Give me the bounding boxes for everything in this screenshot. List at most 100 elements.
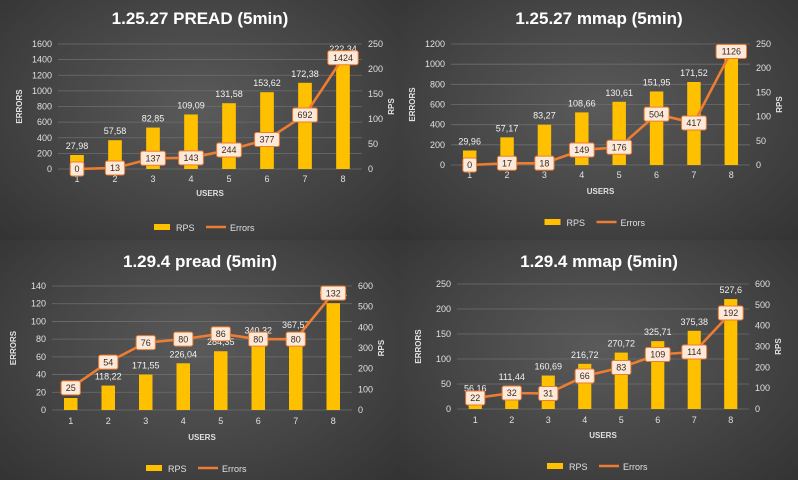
errors-point [104,160,126,176]
bar-data-label: 375,38 [680,317,708,327]
bar-data-label: 340,32 [244,326,272,336]
bar [101,385,115,410]
errors-point [248,331,269,347]
errors-point [611,360,632,375]
x-tick-label: 2 [509,415,514,425]
y2-axis-title: RPS [775,96,784,113]
y-tick-label: 200 [436,304,451,314]
x-tick-label: 8 [340,174,345,184]
bar [139,374,153,410]
x-axis-title: USERS [188,433,216,442]
y2-tick-label: 400 [755,321,770,331]
errors-data-label: 32 [507,388,517,398]
errors-data-label: 692 [297,110,312,120]
errors-data-label: 0 [74,164,79,174]
x-tick-label: 1 [473,415,478,425]
x-tick-label: 4 [582,415,587,425]
bar [724,58,739,165]
errors-point [327,50,359,66]
x-axis-title: USERS [587,187,615,196]
x-tick-label: 1 [68,416,73,426]
chart-title: 1.25.27 PREAD (5min) [112,9,289,28]
y-tick-label: 80 [36,334,46,344]
errors-point [496,155,518,171]
errors-data-label: 132 [326,288,341,298]
x-tick-label: 7 [691,170,696,180]
errors-data-label: 80 [178,334,188,344]
y2-axis-title: RPS [377,339,386,356]
y2-tick-label: 50 [756,136,766,146]
errors-data-label: 86 [216,329,226,339]
x-tick-label: 2 [505,170,510,180]
y2-tick-label: 100 [358,384,373,394]
legend-rps-swatch [544,219,561,225]
y-tick-label: 250 [436,279,451,289]
errors-point [715,43,748,59]
bar-data-label: 270,72 [607,339,635,349]
x-tick-label: 6 [264,174,269,184]
errors-point [69,161,85,177]
errors-data-label: 244 [221,145,236,155]
y-tick-label: 800 [430,79,445,89]
errors-data-label: 109 [650,350,665,360]
bar-data-label: 172,38 [291,69,319,79]
y2-tick-label: 100 [755,383,770,393]
bar [64,398,78,410]
y-tick-label: 1000 [425,59,445,69]
errors-point [681,115,707,131]
y-tick-label: 1400 [32,55,52,65]
errors-point [465,390,486,406]
x-tick-label: 5 [617,170,622,180]
y-tick-label: 800 [37,102,52,112]
y-tick-label: 40 [36,370,46,380]
x-tick-label: 8 [729,170,734,180]
bar-data-label: 130,61 [605,88,633,98]
y2-tick-label: 200 [358,364,373,374]
bar [649,91,664,165]
chart-2-svg: 1.25.27 mmap (5min) 02004006008001000120… [408,9,784,228]
legend-rps-label: RPS [176,223,195,233]
errors-point [210,326,231,342]
errors-point [681,344,708,360]
errors-data-label: 0 [467,160,472,170]
x-tick-label: 8 [331,416,336,426]
y-tick-label: 0 [47,164,52,174]
legend-errors-label: Errors [623,462,648,472]
y-tick-label: 400 [430,120,445,130]
errors-point [292,107,318,123]
errors-data-label: 76 [141,338,151,348]
errors-data-label: 80 [253,334,263,344]
errors-point [606,139,633,155]
legend-rps-label: RPS [567,218,586,228]
legend-rps-label: RPS [569,462,588,472]
y2-tick-label: 50 [368,139,378,149]
bar-data-label: 367,57 [282,320,310,330]
bar [298,82,312,169]
y-tick-label: 50 [441,379,451,389]
y-axis-title: ERRORS [408,87,417,122]
x-tick-label: 3 [143,416,148,426]
x-tick-label: 2 [106,416,111,426]
bar-data-label: 56,16 [464,383,487,393]
legend-rps-swatch [547,463,563,469]
y2-tick-label: 600 [755,279,770,289]
bar-data-label: 57,58 [104,126,127,136]
errors-data-label: 176 [612,142,627,152]
bar [251,339,265,410]
bar-data-label: 160,69 [534,362,562,372]
legend-rps-swatch [154,224,170,230]
errors-point [178,150,204,166]
y-tick-label: 1200 [425,39,445,49]
legend-rps-label: RPS [168,464,187,474]
y2-tick-label: 0 [755,404,760,414]
errors-point [534,155,555,171]
y-tick-label: 120 [31,299,46,309]
errors-data-label: 143 [183,153,198,163]
errors-data-label: 17 [502,158,512,168]
errors-point [285,331,306,347]
y-tick-label: 100 [436,354,451,364]
x-tick-label: 5 [218,416,223,426]
errors-data-label: 137 [145,153,160,163]
errors-data-label: 504 [649,109,664,119]
errors-data-label: 22 [470,393,480,403]
